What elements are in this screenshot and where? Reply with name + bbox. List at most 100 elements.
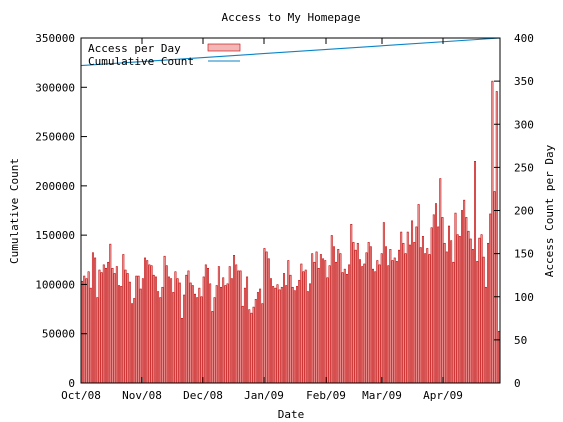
daily-access-bar bbox=[332, 246, 335, 384]
daily-access-bar bbox=[365, 252, 368, 384]
daily-access-bar bbox=[104, 267, 107, 384]
daily-access-bar bbox=[465, 217, 468, 384]
daily-access-bar bbox=[300, 263, 303, 384]
daily-access-bar bbox=[391, 260, 394, 384]
daily-access-bar bbox=[96, 297, 99, 384]
daily-access-bar bbox=[170, 278, 173, 384]
daily-access-bar bbox=[89, 287, 92, 384]
daily-access-bar bbox=[311, 253, 314, 384]
daily-access-bar bbox=[328, 265, 331, 384]
daily-access-bar bbox=[354, 249, 357, 384]
daily-bars-group bbox=[81, 80, 500, 384]
daily-access-bar bbox=[243, 287, 246, 384]
right-tick-label: 100 bbox=[514, 291, 534, 304]
daily-access-bar bbox=[276, 284, 279, 384]
daily-access-bar bbox=[476, 261, 479, 384]
daily-access-bar bbox=[124, 269, 127, 384]
daily-access-bar bbox=[456, 234, 459, 384]
daily-access-bar bbox=[313, 261, 316, 384]
daily-access-bar bbox=[434, 203, 437, 384]
legend-swatch-access-per-day bbox=[207, 43, 241, 52]
daily-access-bar bbox=[167, 276, 170, 384]
x-axis-label: Date bbox=[278, 408, 305, 421]
daily-access-bar bbox=[259, 288, 262, 384]
daily-access-bar bbox=[361, 266, 364, 384]
daily-access-bar bbox=[293, 290, 296, 384]
daily-access-bar bbox=[341, 272, 344, 384]
daily-access-bar bbox=[376, 260, 379, 384]
daily-access-bar bbox=[133, 298, 136, 384]
daily-access-bar bbox=[178, 282, 181, 384]
daily-access-bar bbox=[287, 260, 290, 384]
right-tick-label: 400 bbox=[514, 32, 534, 45]
left-tick-label: 0 bbox=[68, 377, 75, 390]
daily-access-bar bbox=[317, 267, 320, 384]
daily-access-bar bbox=[189, 282, 192, 384]
daily-access-bar bbox=[497, 330, 500, 384]
daily-access-bar bbox=[139, 288, 142, 384]
daily-access-bar bbox=[413, 242, 416, 384]
right-tick-label: 250 bbox=[514, 161, 534, 174]
daily-access-bar bbox=[302, 271, 305, 384]
daily-access-bar bbox=[343, 268, 346, 384]
daily-access-bar bbox=[452, 261, 455, 384]
daily-access-bar bbox=[491, 80, 494, 384]
daily-access-bar bbox=[246, 276, 249, 384]
daily-access-bar bbox=[348, 264, 351, 384]
daily-access-bar bbox=[484, 286, 487, 384]
daily-access-bar bbox=[467, 230, 470, 384]
daily-access-bar bbox=[428, 254, 431, 384]
daily-access-bar bbox=[115, 266, 118, 384]
daily-access-bar bbox=[461, 210, 463, 384]
daily-access-bar bbox=[126, 273, 129, 384]
daily-access-bar bbox=[380, 253, 383, 384]
daily-access-bar bbox=[250, 312, 253, 384]
daily-access-bar bbox=[213, 297, 216, 384]
daily-access-bar bbox=[385, 246, 388, 384]
daily-access-bar bbox=[400, 231, 403, 384]
daily-access-bar bbox=[207, 267, 209, 384]
daily-access-bar bbox=[406, 231, 409, 384]
daily-access-bar bbox=[163, 255, 166, 384]
daily-access-bar bbox=[157, 291, 160, 384]
daily-access-bar bbox=[185, 274, 188, 384]
left-axis-label: Cumulative Count bbox=[8, 158, 21, 264]
daily-access-bar bbox=[352, 242, 355, 384]
daily-access-bar bbox=[445, 251, 448, 384]
daily-access-bar bbox=[402, 242, 405, 384]
daily-access-bar bbox=[458, 236, 461, 384]
daily-access-bar bbox=[345, 274, 348, 384]
daily-access-bar bbox=[296, 286, 298, 384]
daily-access-bar bbox=[280, 286, 283, 384]
daily-access-bar bbox=[339, 253, 342, 384]
daily-access-bar bbox=[172, 292, 175, 384]
daily-access-bar bbox=[198, 287, 201, 384]
daily-access-bar bbox=[415, 226, 418, 384]
daily-access-bar bbox=[263, 248, 266, 384]
legend-label-cumulative-count: Cumulative Count bbox=[88, 55, 194, 68]
daily-access-bar bbox=[474, 161, 477, 384]
x-tick-label: Apr/09 bbox=[423, 389, 463, 402]
daily-access-bar bbox=[194, 293, 196, 384]
daily-access-bar bbox=[319, 254, 322, 384]
daily-access-bar bbox=[248, 309, 251, 384]
daily-access-bar bbox=[378, 264, 381, 384]
daily-access-bar bbox=[217, 266, 220, 384]
daily-access-bar bbox=[482, 256, 485, 384]
daily-access-bar bbox=[424, 253, 427, 384]
daily-access-bar bbox=[111, 267, 114, 384]
daily-access-bar bbox=[471, 249, 474, 384]
daily-access-bar bbox=[83, 275, 86, 384]
left-tick-label: 300000 bbox=[35, 81, 75, 94]
cumulative-count-line bbox=[80, 37, 501, 67]
daily-access-bar bbox=[278, 289, 281, 384]
daily-access-bar bbox=[233, 255, 236, 384]
daily-access-bar bbox=[489, 213, 492, 384]
daily-access-bar bbox=[369, 246, 372, 384]
left-axis: 0 50000 100000 150000 200000 250000 300000 3500… bbox=[35, 32, 87, 390]
daily-access-bar bbox=[254, 299, 257, 384]
daily-access-bar bbox=[448, 225, 450, 384]
daily-access-bar bbox=[432, 214, 435, 384]
daily-access-bar bbox=[241, 305, 244, 384]
